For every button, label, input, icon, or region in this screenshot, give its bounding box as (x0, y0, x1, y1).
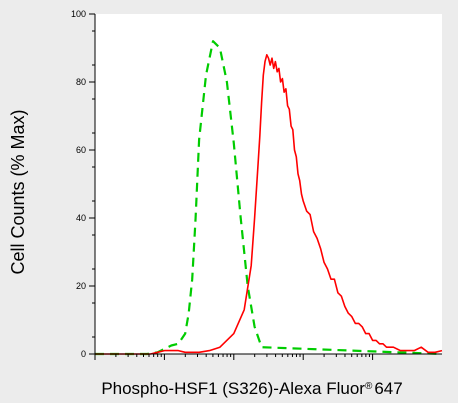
x-axis-title: Phospho-HSF1 (S326)-Alexa Fluor® 647 (101, 379, 402, 398)
x-axis-title-mark: ® (365, 381, 373, 392)
y-tick-label: 0 (81, 349, 86, 359)
x-axis-title-main: Phospho-HSF1 (S326)-Alexa Fluor (101, 379, 365, 398)
y-tick-label: 20 (76, 281, 86, 291)
y-tick-label: 100 (71, 9, 86, 19)
y-tick-label: 80 (76, 77, 86, 87)
x-axis-title-suffix: 647 (374, 379, 402, 398)
y-axis-ticks: 0 20 40 60 80 100 (71, 9, 95, 359)
series-line-control (95, 40, 443, 356)
series-line-sample (95, 53, 443, 355)
y-tick-label: 60 (76, 145, 86, 155)
plot-area (95, 14, 442, 354)
x-axis-ticks (94, 354, 374, 360)
y-tick-label: 40 (76, 213, 86, 223)
series-layer (95, 40, 443, 356)
y-axis-title: Cell Counts (% Max) (8, 109, 28, 274)
